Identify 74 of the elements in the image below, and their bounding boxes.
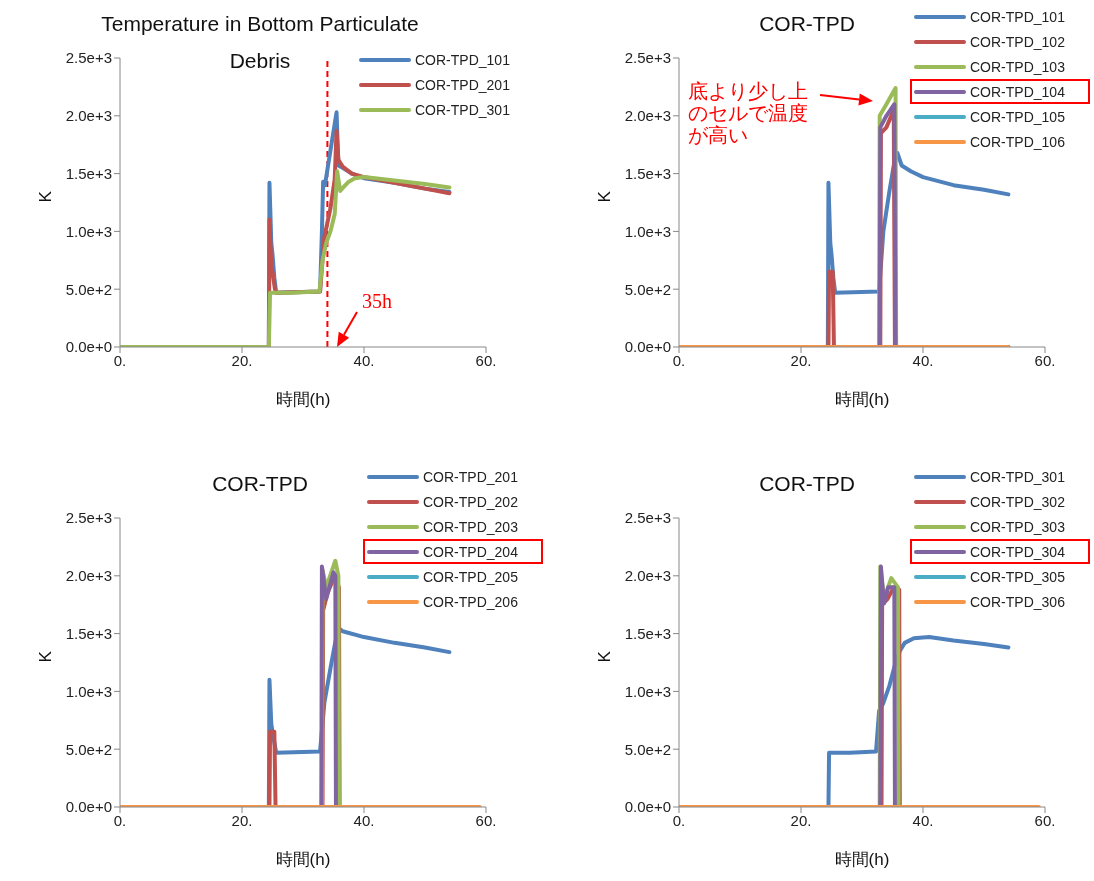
legend-label: COR-TPD_203 bbox=[423, 518, 518, 535]
x-tick-label: 20. bbox=[231, 351, 253, 369]
legend-label: COR-TPD_201 bbox=[423, 468, 518, 485]
legend-label: COR-TPD_301 bbox=[970, 468, 1065, 485]
x-tick-label: 20. bbox=[231, 811, 253, 829]
legend-label: COR-TPD_301 bbox=[415, 101, 510, 118]
y-tick-label: 0.0e+0 bbox=[65, 798, 112, 816]
y-tick-label: 1.0e+3 bbox=[624, 222, 671, 240]
x-axis-title: 時間(h) bbox=[834, 850, 890, 869]
x-tick-label: 0. bbox=[672, 811, 686, 829]
x-tick-label: 0. bbox=[113, 811, 127, 829]
y-tick-label: 5.0e+2 bbox=[65, 280, 112, 298]
y-tick-label: 2.5e+3 bbox=[624, 49, 671, 67]
x-tick-label: 60. bbox=[475, 811, 497, 829]
legend-label: COR-TPD_106 bbox=[970, 133, 1065, 150]
x-tick-label: 20. bbox=[790, 351, 812, 369]
y-axis-title: K bbox=[595, 190, 615, 203]
y-tick-label: 2.0e+3 bbox=[65, 567, 112, 585]
chart-title: COR-TPD bbox=[759, 12, 855, 35]
y-tick-label: 1.5e+3 bbox=[65, 624, 112, 642]
legend-label: COR-TPD_105 bbox=[970, 108, 1065, 125]
legend-label: COR-TPD_201 bbox=[415, 76, 510, 93]
legend-label: COR-TPD_206 bbox=[423, 593, 518, 610]
legend-label: COR-TPD_101 bbox=[415, 51, 510, 68]
x-axis-title: 時間(h) bbox=[834, 390, 890, 409]
y-tick-label: 1.0e+3 bbox=[624, 682, 671, 700]
annotation: 35h bbox=[362, 290, 393, 312]
y-tick-label: 1.0e+3 bbox=[65, 682, 112, 700]
y-tick-label: 2.0e+3 bbox=[624, 567, 671, 585]
y-tick-label: 5.0e+2 bbox=[624, 280, 671, 298]
legend-label: COR-TPD_205 bbox=[423, 568, 518, 585]
legend-label: COR-TPD_303 bbox=[970, 518, 1065, 535]
y-axis-title: K bbox=[36, 190, 56, 203]
legend-label: COR-TPD_102 bbox=[970, 33, 1065, 50]
x-tick-label: 40. bbox=[912, 811, 934, 829]
legend-label: COR-TPD_204 bbox=[423, 543, 518, 560]
y-tick-label: 2.0e+3 bbox=[624, 107, 671, 125]
x-tick-label: 60. bbox=[1034, 351, 1056, 369]
y-tick-label: 1.0e+3 bbox=[65, 222, 112, 240]
y-tick-label: 2.5e+3 bbox=[65, 509, 112, 527]
legend-label: COR-TPD_103 bbox=[970, 58, 1065, 75]
y-tick-label: 5.0e+2 bbox=[65, 740, 112, 758]
y-tick-label: 1.5e+3 bbox=[624, 624, 671, 642]
x-tick-label: 40. bbox=[353, 811, 375, 829]
x-tick-label: 0. bbox=[113, 351, 127, 369]
legend-label: COR-TPD_306 bbox=[970, 593, 1065, 610]
annotation: 底より少し上のセルで温度が高い bbox=[688, 80, 809, 146]
legend-label: COR-TPD_305 bbox=[970, 568, 1065, 585]
y-tick-label: 1.5e+3 bbox=[65, 164, 112, 182]
legend-label: COR-TPD_104 bbox=[970, 83, 1065, 100]
y-tick-label: 2.5e+3 bbox=[624, 509, 671, 527]
legend-label: COR-TPD_302 bbox=[970, 493, 1065, 510]
y-axis-title: K bbox=[595, 650, 615, 663]
y-tick-label: 2.5e+3 bbox=[65, 49, 112, 67]
y-tick-label: 0.0e+0 bbox=[624, 338, 671, 356]
x-tick-label: 40. bbox=[353, 351, 375, 369]
x-axis-title: 時間(h) bbox=[275, 850, 331, 869]
y-tick-label: 0.0e+0 bbox=[624, 798, 671, 816]
x-tick-label: 60. bbox=[1034, 811, 1056, 829]
x-axis-title: 時間(h) bbox=[275, 390, 331, 409]
x-tick-label: 0. bbox=[672, 351, 686, 369]
y-axis-title: K bbox=[36, 650, 56, 663]
legend-label: COR-TPD_202 bbox=[423, 493, 518, 510]
legend-label: COR-TPD_304 bbox=[970, 543, 1065, 560]
y-tick-label: 5.0e+2 bbox=[624, 740, 671, 758]
x-tick-label: 40. bbox=[912, 351, 934, 369]
legend-label: COR-TPD_101 bbox=[970, 8, 1065, 25]
y-tick-label: 0.0e+0 bbox=[65, 338, 112, 356]
chart-title: COR-TPD bbox=[759, 472, 855, 495]
x-tick-label: 20. bbox=[790, 811, 812, 829]
x-tick-label: 60. bbox=[475, 351, 497, 369]
y-tick-label: 1.5e+3 bbox=[624, 164, 671, 182]
chart-title: COR-TPD bbox=[212, 472, 308, 495]
y-tick-label: 2.0e+3 bbox=[65, 107, 112, 125]
